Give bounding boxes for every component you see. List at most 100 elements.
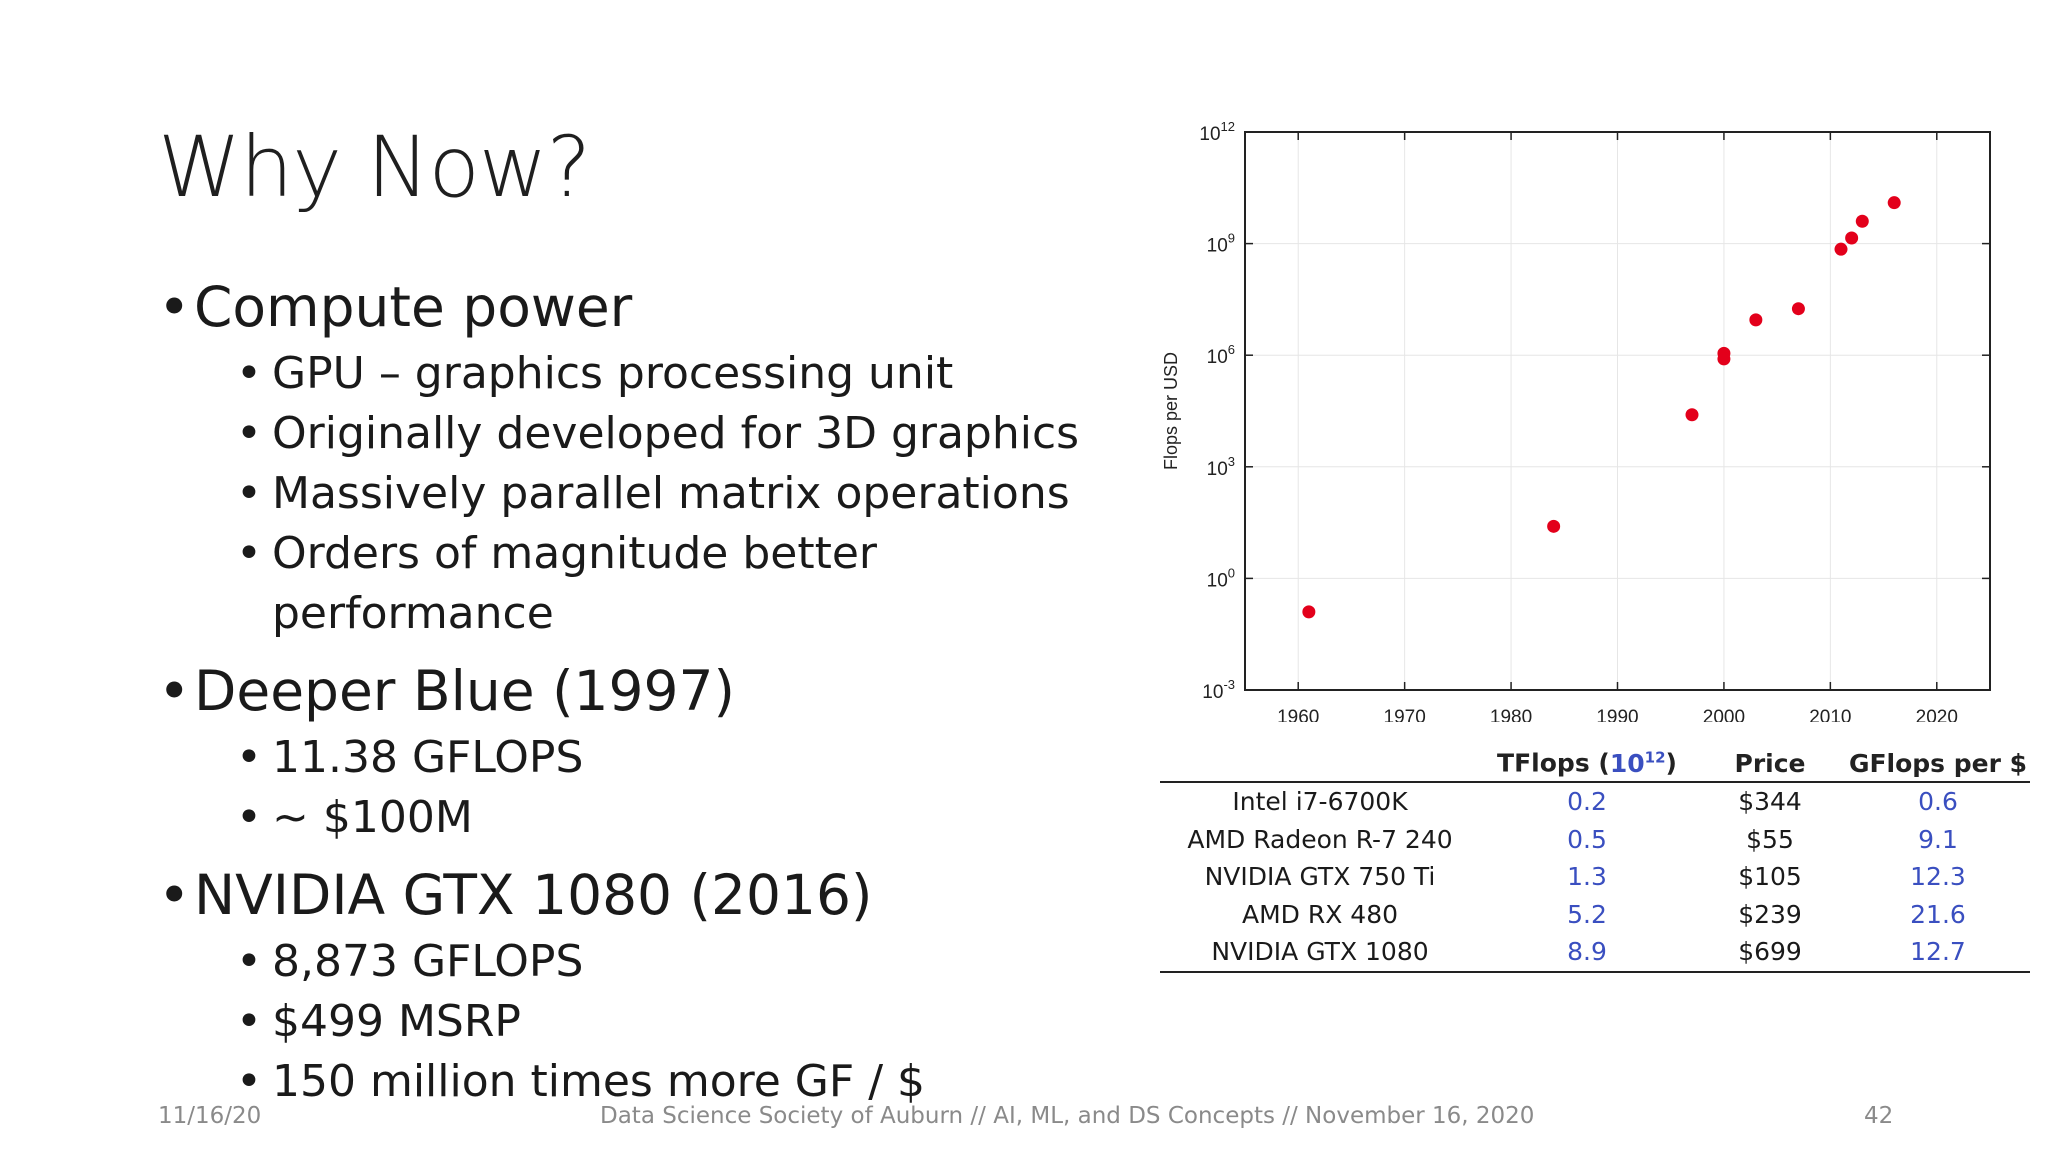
bullet-dot: • [236,792,262,843]
sub-bullet-item: • 150 million times more GF / $ [236,1052,1148,1112]
bullet-dot: • [236,732,262,783]
sub-bullet-list: • 8,873 GFLOPS • $499 MSRP • 150 million ti… [236,932,1148,1112]
y-axis-label: Flops per USD [1161,352,1181,470]
x-tick-label: 1960 [1277,707,1319,722]
table-header-tflops-unit-exp: 12 [1644,748,1666,767]
y-tick-label: 100 [1207,565,1235,591]
gpu-name: Intel i7-6700K [1232,787,1408,817]
data-point [1685,408,1699,422]
sub-bullet-item: • ~ $100M [236,788,1148,848]
table-row: AMD Radeon R-7 240 0.5 $55 9.1 [1160,821,2030,859]
tflops-value: 5.2 [1567,899,1607,929]
bullet-dot: • [236,468,262,519]
bullet-dot: • [236,1056,262,1107]
x-tick-label: 1980 [1490,707,1532,722]
bullet-list: • Compute power • GPU – graphics processin… [158,268,1148,1126]
gpu-name: AMD Radeon R-7 240 [1187,824,1453,854]
footer-date: 11/16/20 [158,1103,262,1129]
sub-bullet-text: Massively parallel matrix operations [272,468,1070,519]
sub-bullet-item: • Massively parallel matrix operations [236,464,1148,524]
bullet-text: Deeper Blue (1997) [194,659,735,723]
bullet-dot: • [158,863,191,927]
sub-bullet-text: Originally developed for 3D graphics [272,408,1080,459]
bullet-text: Compute power [194,275,633,339]
gpu-name: AMD RX 480 [1241,899,1399,929]
gflops-per-dollar-value: 21.6 [1910,899,1966,929]
y-tick-label: 1012 [1199,119,1235,145]
sub-bullet-text: 11.38 GFLOPS [272,732,584,783]
table-body: Intel i7-6700K 0.2 $344 0.6 AMD Radeon R… [1160,783,2030,971]
flops-per-usd-scatter-chart: 1960 1970 1980 1990 2000 2010 2020 1012 109 106 10… [1161,119,1991,722]
sub-bullet-text: ~ $100M [272,792,473,843]
bullet-dot: • [158,275,191,339]
data-point [1717,352,1731,366]
gflops-per-dollar-value: 12.7 [1910,937,1966,967]
sub-bullet-item: • Originally developed for 3D graphics [236,404,1148,464]
y-tick-label: 103 [1207,454,1235,480]
sub-bullet-item: • 11.38 GFLOPS [236,728,1148,788]
price-value: $699 [1738,937,1802,967]
bullet-dot: • [236,996,262,1047]
data-point [1791,302,1805,316]
gflops-per-dollar-value: 0.6 [1918,787,1958,817]
bullet-dot: • [236,348,262,399]
sub-bullet-item: • 8,873 GFLOPS [236,932,1148,992]
y-tick-label: 106 [1207,342,1235,368]
bullet-item: • Compute power [158,274,1148,340]
tflops-value: 0.2 [1567,787,1607,817]
table-bottom-rule [1160,970,2030,973]
gpu-name: NVIDIA GTX 750 Ti [1204,862,1436,892]
gpu-name: NVIDIA GTX 1080 [1211,937,1429,967]
data-point [1834,242,1848,256]
gflops-per-dollar-value: 9.1 [1918,824,1958,854]
data-point [1302,605,1316,619]
table-header-tflops-unit-base: 10 [1609,748,1645,778]
data-point [1855,214,1869,228]
y-tick-label: 109 [1207,231,1235,257]
x-tick-label: 1970 [1384,707,1426,722]
x-tick-label: 2020 [1916,707,1958,722]
x-tick-label: 2000 [1703,707,1745,722]
data-point [1887,196,1901,210]
sub-bullet-item: • $499 MSRP [236,992,1148,1052]
sub-bullet-text: GPU – graphics processing unit [272,348,954,399]
table-header-price: Price [1734,748,1806,778]
price-value: $239 [1738,899,1802,929]
table-top-rule [1160,781,2030,783]
gpu-comparison-table: TFlops (1012) Price GFlops per $ Intel i… [1160,745,2030,973]
y-tick-label: 10-3 [1202,677,1235,703]
slide-title: Why Now? [158,118,591,216]
bullet-text: NVIDIA GTX 1080 (2016) [194,863,873,927]
bullet-dot: • [236,936,262,987]
bullet-item: • Deeper Blue (1997) [158,658,1148,724]
sub-bullet-item: • GPU – graphics processing unit [236,344,1148,404]
bullet-dot: • [236,528,262,579]
bullet-item: • NVIDIA GTX 1080 (2016) [158,862,1148,928]
x-tick-label: 2010 [1809,707,1851,722]
tflops-value: 1.3 [1567,862,1607,892]
footer-center-text: Data Science Society of Auburn // AI, ML… [600,1103,1535,1129]
sub-bullet-list: • GPU – graphics processing unit • Origina… [236,344,1148,644]
table-header-row: TFlops (1012) Price GFlops per $ [1160,745,2030,781]
table-header-tflops-label: TFlops [1497,748,1590,778]
sub-bullet-list: • 11.38 GFLOPS • ~ $100M [236,728,1148,848]
tflops-value: 8.9 [1567,937,1607,967]
table-row: Intel i7-6700K 0.2 $344 0.6 [1160,783,2030,821]
table-row: NVIDIA GTX 1080 8.9 $699 12.7 [1160,933,2030,971]
sub-bullet-text: 8,873 GFLOPS [272,936,584,987]
x-tick-label: 1990 [1596,707,1638,722]
data-point [1749,313,1763,327]
bullet-dot: • [236,408,262,459]
bullet-dot: • [158,659,191,723]
table-header-tflops-unit: 1012 [1609,748,1666,778]
data-point [1547,519,1561,533]
table-header-gflops-per-dollar: GFlops per $ [1848,748,2028,778]
price-value: $105 [1738,862,1802,892]
price-value: $55 [1746,824,1794,854]
footer-page-number: 42 [1864,1103,1894,1129]
price-value: $344 [1738,787,1802,817]
sub-bullet-text: Orders of magnitude better performance [272,528,877,639]
gflops-per-dollar-value: 12.3 [1910,862,1966,892]
table-row: NVIDIA GTX 750 Ti 1.3 $105 12.3 [1160,858,2030,896]
sub-bullet-text: 150 million times more GF / $ [272,1056,925,1107]
